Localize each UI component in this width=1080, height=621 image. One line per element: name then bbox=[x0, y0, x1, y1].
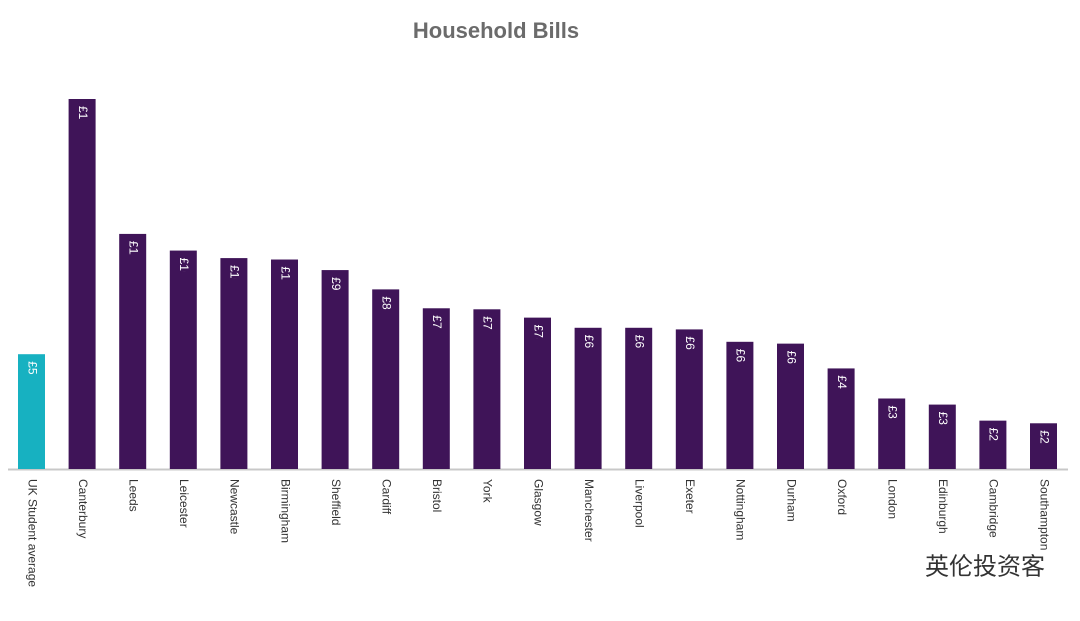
x-tick-label: Exeter bbox=[683, 479, 697, 514]
bar bbox=[827, 368, 855, 469]
chart-title: Household Bills bbox=[413, 18, 579, 43]
x-tick-label: Southampton bbox=[1037, 479, 1051, 550]
bar bbox=[271, 259, 298, 469]
x-tick-label: Glasgow bbox=[531, 479, 545, 526]
bar bbox=[68, 99, 96, 469]
watermark: 英伦投资客 bbox=[925, 553, 1045, 580]
bar bbox=[18, 354, 45, 469]
value-label: £79.1 bbox=[430, 315, 444, 345]
value-label: £74.5 bbox=[531, 325, 545, 355]
value-label: £56.5 bbox=[25, 361, 39, 391]
x-tick-label: Manchester bbox=[582, 479, 596, 542]
value-label: £22.5 bbox=[1037, 430, 1051, 460]
x-tick-label: Leicester bbox=[177, 479, 191, 528]
value-label: £69.5 bbox=[582, 335, 596, 365]
value-label: £115.7 bbox=[127, 241, 141, 277]
x-tick-label: Canterbury bbox=[76, 479, 90, 538]
x-tick-label: Cambridge bbox=[987, 479, 1001, 538]
x-tick-label: Nottingham bbox=[734, 479, 748, 540]
value-label: £103.8 bbox=[228, 265, 242, 302]
x-tick-label: Cardiff bbox=[380, 479, 394, 515]
x-tick-label: Bristol bbox=[430, 479, 444, 512]
x-tick-label: Edinburgh bbox=[936, 479, 950, 534]
x-tick-label: Oxford bbox=[835, 479, 849, 515]
value-label: £97.9 bbox=[329, 277, 343, 307]
value-label: £182.1 bbox=[76, 106, 90, 143]
bar bbox=[372, 289, 400, 469]
x-tick-label: London bbox=[886, 479, 900, 519]
value-label: £34.7 bbox=[886, 405, 900, 435]
bar bbox=[777, 343, 804, 469]
x-tick-label: Birmingham bbox=[278, 479, 292, 543]
value-label: £78.6 bbox=[481, 316, 495, 346]
value-label: £61.7 bbox=[784, 351, 798, 381]
value-label: £49.5 bbox=[835, 375, 849, 405]
bar bbox=[524, 317, 551, 469]
value-label: £23.8 bbox=[987, 428, 1001, 458]
value-label: £103.1 bbox=[278, 267, 292, 304]
bar bbox=[1030, 423, 1057, 469]
value-label: £88.4 bbox=[380, 296, 394, 326]
bar bbox=[625, 327, 653, 469]
bar bbox=[119, 233, 147, 469]
bar bbox=[979, 420, 1007, 469]
x-tick-label: York bbox=[481, 479, 495, 504]
bar bbox=[473, 309, 501, 469]
bar bbox=[928, 404, 956, 469]
bar bbox=[220, 258, 248, 469]
value-label: £69.5 bbox=[633, 335, 647, 365]
x-tick-label: UK Student average bbox=[25, 479, 39, 587]
value-label: £62.6 bbox=[734, 349, 748, 379]
x-tick-label: Newcastle bbox=[228, 479, 242, 535]
bar bbox=[675, 329, 703, 469]
value-label: £31.7 bbox=[936, 412, 950, 442]
value-label: £68.7 bbox=[683, 336, 697, 366]
x-tick-label: Durham bbox=[784, 479, 798, 522]
x-tick-label: Liverpool bbox=[633, 479, 647, 528]
bar bbox=[878, 398, 906, 469]
value-label: £107.5 bbox=[177, 258, 191, 295]
bar bbox=[574, 327, 602, 469]
bar bbox=[726, 341, 754, 469]
bar bbox=[321, 270, 349, 469]
bar bbox=[422, 308, 450, 469]
bar bbox=[169, 250, 197, 469]
x-tick-label: Leeds bbox=[127, 479, 141, 512]
x-tick-label: Sheffield bbox=[329, 479, 343, 525]
